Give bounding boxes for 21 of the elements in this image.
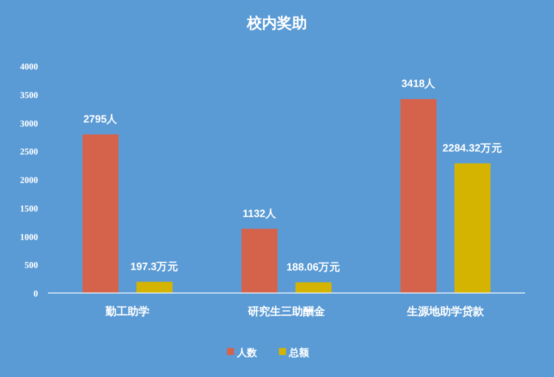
data-label: 3418人: [401, 78, 437, 90]
data-label: 2795人: [83, 113, 119, 126]
y-tick-label: 1500: [20, 203, 38, 214]
data-label: 2284.32万元: [442, 142, 502, 154]
chart-title: 校内奖助: [246, 15, 307, 32]
y-tick-label: 4000: [20, 62, 38, 72]
data-label: 188.06万元: [286, 261, 341, 274]
legend-label: 总额: [288, 347, 310, 359]
x-tick-label: 勤工助学: [104, 305, 150, 318]
y-tick-label: 500: [24, 260, 38, 270]
x-tick-label: 研究生三助酬金: [247, 305, 326, 318]
y-tick-label: 3000: [20, 118, 38, 128]
y-tick-label: 3500: [20, 90, 38, 100]
y-tick-label: 2500: [20, 146, 38, 157]
data-label: 197.3万元: [130, 260, 179, 273]
y-tick-label: 1000: [20, 232, 38, 242]
y-tick-label: 0: [34, 288, 38, 298]
legend-label: 人数: [236, 347, 258, 359]
y-tick-label: 2000: [20, 175, 38, 185]
x-tick-label: 生源地助学贷款: [406, 305, 485, 318]
data-label: 1132人: [242, 208, 278, 220]
